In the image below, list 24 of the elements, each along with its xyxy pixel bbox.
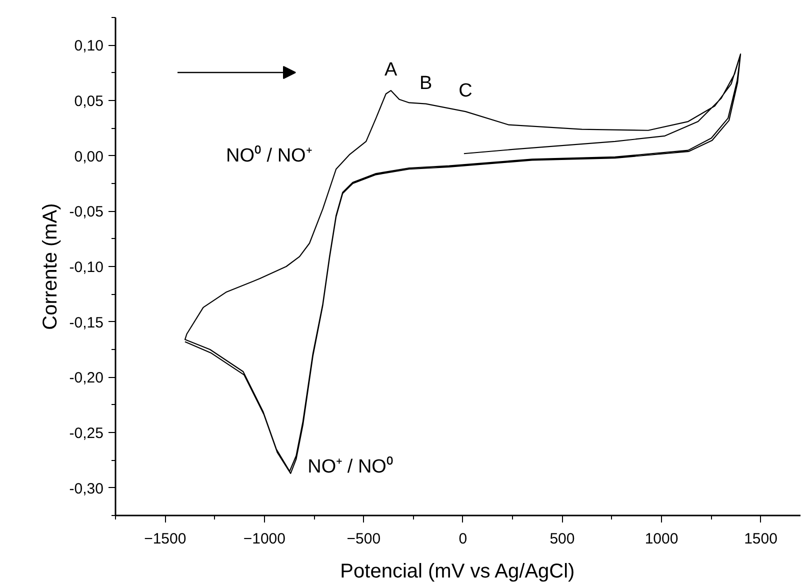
y-tick-label: 0,10 — [74, 38, 104, 55]
y-tick-label: -0,10 — [69, 259, 104, 276]
y-tick-label: -0,20 — [69, 370, 104, 387]
y-axis-title: Corrente (mA) — [39, 203, 62, 330]
x-tick-label: −1000 — [243, 530, 286, 548]
y-tick-label: -0,05 — [69, 204, 104, 221]
y-tick-label: 0,00 — [74, 148, 104, 166]
y-tick-label: -0,25 — [69, 425, 104, 442]
annotation: A — [384, 60, 398, 81]
x-axis-title: Potencial (mV vs Ag/AgCl) — [340, 560, 575, 582]
y-tick-label: -0,15 — [69, 314, 104, 332]
annotation: B — [420, 72, 432, 94]
x-tick-label: 1500 — [744, 530, 778, 548]
y-tick-label: 0,05 — [74, 93, 104, 110]
y-tick-label: -0,30 — [69, 480, 104, 498]
x-tick-label: −1500 — [144, 530, 186, 548]
x-tick-label: 0 — [458, 530, 468, 548]
x-tick-label: 500 — [550, 530, 575, 548]
annotation: NO⁰ / NO⁺ — [226, 144, 312, 166]
x-tick-label: 1000 — [644, 530, 678, 548]
annotation: NO⁺ / NO⁰ — [308, 456, 394, 478]
x-tick-label: −500 — [346, 530, 381, 548]
annotation: C — [458, 80, 472, 102]
line-series — [184, 53, 742, 474]
